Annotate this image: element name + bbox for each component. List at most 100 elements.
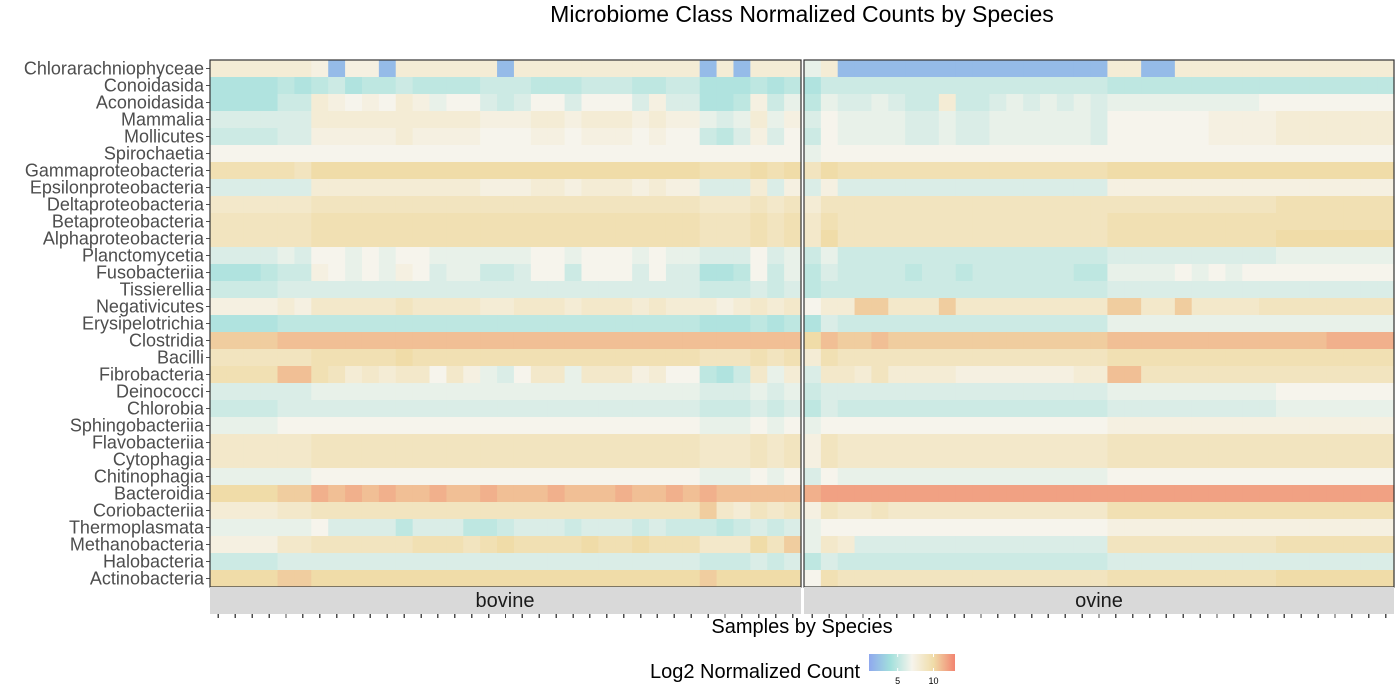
heatmap-cell bbox=[226, 536, 245, 554]
heatmap-cell bbox=[1056, 434, 1075, 452]
heatmap-cell bbox=[1056, 162, 1075, 180]
heatmap-cell bbox=[1377, 332, 1395, 350]
heatmap-cell bbox=[1107, 315, 1125, 333]
heatmap-cell bbox=[429, 315, 447, 333]
heatmap-cell bbox=[1225, 162, 1243, 180]
heatmap-cell bbox=[446, 417, 464, 435]
heatmap-cell bbox=[682, 485, 701, 503]
heatmap-cell bbox=[513, 502, 532, 520]
heatmap-cell bbox=[804, 162, 822, 180]
heatmap-cell bbox=[1360, 298, 1378, 316]
row-labels: ChlorarachniophyceaeConoidasidaAconoidas… bbox=[24, 59, 210, 589]
heatmap-cell bbox=[804, 196, 822, 214]
heatmap-cell bbox=[1141, 417, 1159, 435]
heatmap-cell bbox=[615, 468, 633, 486]
heatmap-cell bbox=[463, 145, 481, 163]
heatmap-cell bbox=[1174, 60, 1193, 78]
heatmap-cell bbox=[412, 162, 431, 180]
heatmap-cell bbox=[888, 553, 906, 571]
heatmap-cell bbox=[1242, 77, 1260, 95]
heatmap-cell bbox=[1073, 128, 1092, 146]
heatmap-cell bbox=[905, 111, 923, 129]
heatmap-cell bbox=[328, 94, 346, 112]
heatmap-cell bbox=[1326, 570, 1345, 588]
heatmap-cell bbox=[1056, 111, 1075, 129]
heatmap-cell bbox=[581, 145, 599, 163]
heatmap-cell bbox=[1292, 570, 1311, 588]
heatmap-cell bbox=[632, 434, 650, 452]
heatmap-cell bbox=[1158, 111, 1176, 129]
heatmap-cell bbox=[871, 179, 889, 197]
heatmap-cell bbox=[260, 128, 279, 146]
heatmap-cell bbox=[547, 519, 566, 537]
heatmap-cell bbox=[1343, 553, 1361, 571]
heatmap-cell bbox=[905, 536, 923, 554]
heatmap-cell bbox=[1242, 162, 1260, 180]
heatmap-cell bbox=[1040, 349, 1058, 367]
heatmap-cell bbox=[1208, 502, 1227, 520]
heatmap-cell bbox=[1023, 434, 1041, 452]
heatmap-cell bbox=[328, 400, 346, 418]
heatmap-cell bbox=[665, 332, 684, 350]
heatmap-cell bbox=[1326, 519, 1345, 537]
row-label: Conoidasida bbox=[104, 76, 205, 96]
heatmap-cell bbox=[665, 366, 684, 384]
x-axis-label: Samples by Species bbox=[711, 616, 892, 638]
heatmap-cell bbox=[1360, 111, 1378, 129]
heatmap-cell bbox=[699, 230, 718, 248]
heatmap-cell bbox=[1225, 468, 1243, 486]
heatmap-cell bbox=[547, 417, 566, 435]
heatmap-cell bbox=[581, 230, 599, 248]
heatmap-cell bbox=[922, 536, 940, 554]
heatmap-cell bbox=[767, 60, 785, 78]
heatmap-cell bbox=[1040, 60, 1058, 78]
row-label: Clostridia bbox=[129, 331, 205, 351]
heatmap-cell bbox=[804, 145, 822, 163]
heatmap-cell bbox=[1208, 417, 1227, 435]
heatmap-cell bbox=[361, 434, 380, 452]
heatmap-cell bbox=[632, 281, 650, 299]
heatmap-cell bbox=[1174, 179, 1193, 197]
heatmap-cell bbox=[1073, 451, 1092, 469]
heatmap-cell bbox=[905, 434, 923, 452]
heatmap-cell bbox=[955, 468, 974, 486]
heatmap-cell bbox=[378, 315, 397, 333]
heatmap-cell bbox=[1056, 383, 1075, 401]
heatmap-cell bbox=[260, 77, 279, 95]
heatmap-cell bbox=[767, 213, 785, 231]
heatmap-cell bbox=[564, 332, 583, 350]
heatmap-cell bbox=[871, 485, 889, 503]
heatmap-cell bbox=[530, 162, 549, 180]
heatmap-cell bbox=[905, 162, 923, 180]
heatmap-cell bbox=[395, 77, 414, 95]
heatmap-cell bbox=[463, 570, 481, 588]
heatmap-cell bbox=[632, 196, 650, 214]
heatmap-cell bbox=[750, 468, 768, 486]
heatmap-cell bbox=[989, 451, 1007, 469]
heatmap-cell bbox=[972, 111, 991, 129]
heatmap-cell bbox=[649, 179, 667, 197]
heatmap-cell bbox=[1377, 145, 1395, 163]
heatmap-cell bbox=[1158, 468, 1176, 486]
heatmap-cell bbox=[922, 196, 940, 214]
heatmap-cell bbox=[1343, 213, 1361, 231]
heatmap-cell bbox=[972, 434, 991, 452]
heatmap-cell bbox=[733, 281, 751, 299]
heatmap-cell bbox=[767, 366, 785, 384]
heatmap-cell bbox=[938, 247, 957, 265]
heatmap-cell bbox=[1107, 451, 1125, 469]
heatmap-cell bbox=[804, 179, 822, 197]
heatmap-cell bbox=[1141, 468, 1159, 486]
row-label: Bacteroidia bbox=[114, 484, 205, 504]
heatmap-cell bbox=[733, 349, 751, 367]
heatmap-cell bbox=[905, 315, 923, 333]
row-label: Tissierellia bbox=[120, 280, 205, 300]
heatmap-cell bbox=[429, 247, 447, 265]
heatmap-cell bbox=[649, 94, 667, 112]
heatmap-cell bbox=[615, 77, 633, 95]
heatmap-cell bbox=[210, 247, 228, 265]
heatmap-cell bbox=[972, 468, 991, 486]
heatmap-cell bbox=[260, 162, 279, 180]
heatmap-cell bbox=[750, 94, 768, 112]
